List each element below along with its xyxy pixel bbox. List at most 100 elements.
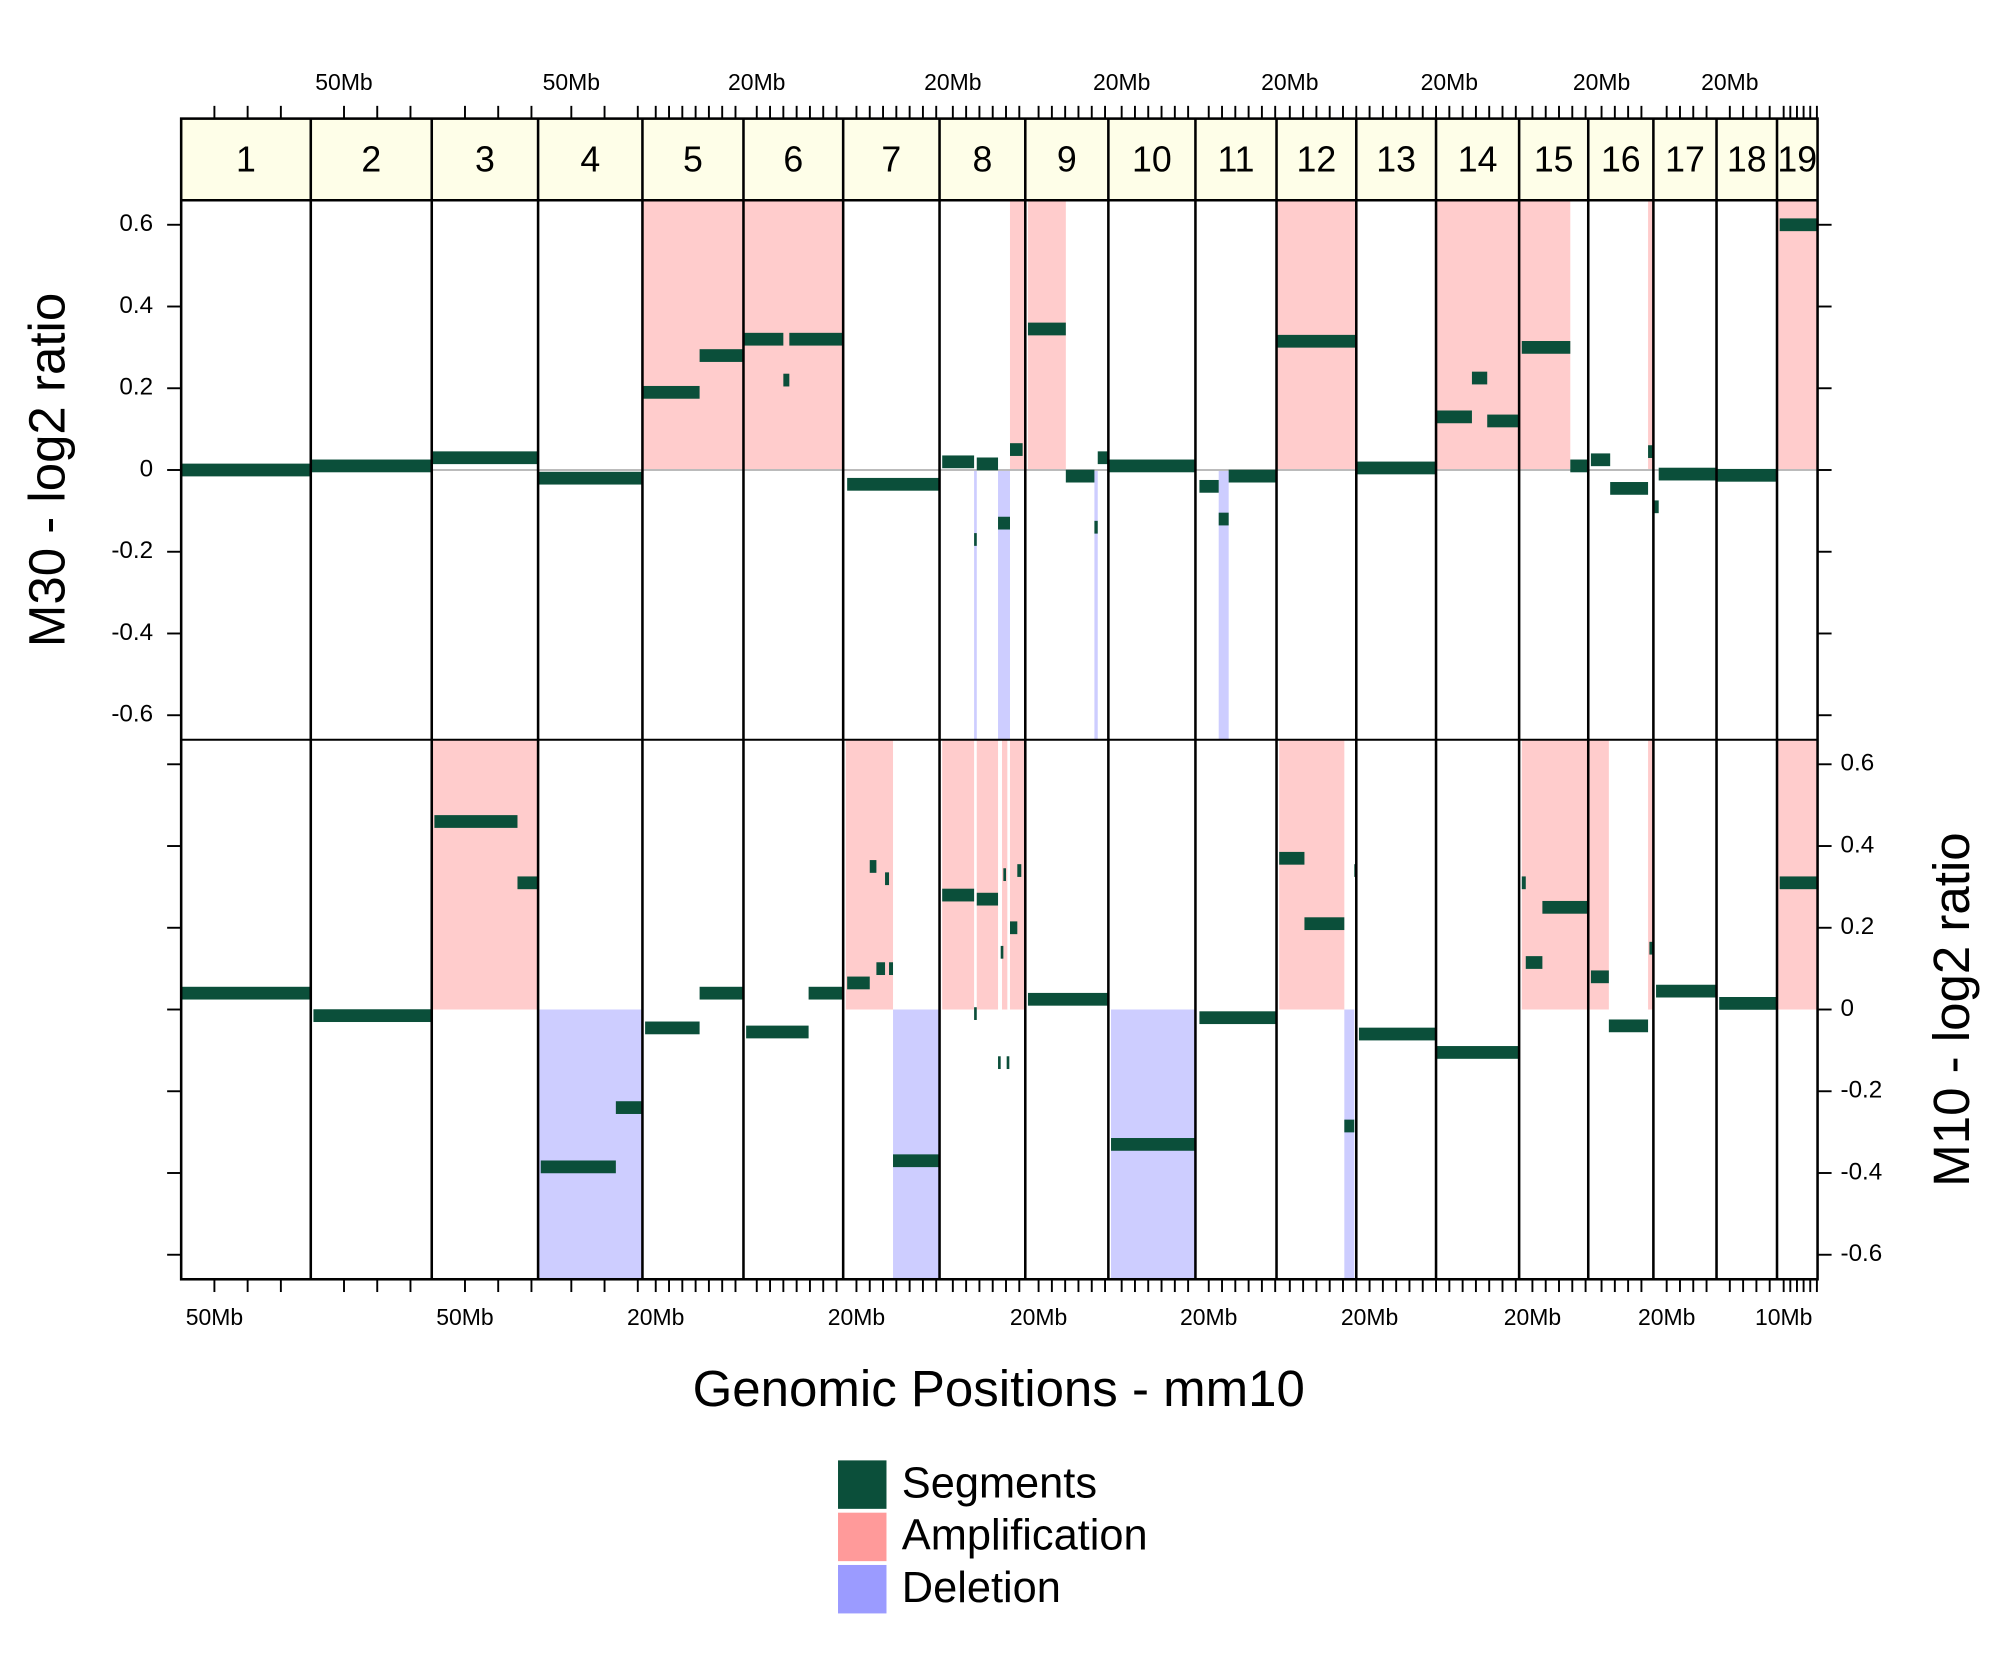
y-axis-label: M30 - log2 ratio xyxy=(19,293,76,647)
segment xyxy=(869,860,877,873)
amplification-region xyxy=(1777,739,1818,1010)
amplification-region xyxy=(1777,200,1818,470)
chromosome-label: 10 xyxy=(1132,139,1172,179)
legend-label: Segments xyxy=(902,1459,1097,1507)
segment xyxy=(1228,469,1277,483)
segment xyxy=(1006,1056,1010,1070)
amplification-region xyxy=(976,739,999,1010)
x-tick-label: 20Mb xyxy=(627,1304,684,1330)
segment xyxy=(1003,868,1007,882)
x-tick-label: 50Mb xyxy=(186,1304,243,1330)
segment xyxy=(1590,970,1609,984)
amplification-region xyxy=(642,200,744,470)
chromosome-label: 14 xyxy=(1458,139,1498,179)
segment xyxy=(1017,864,1022,877)
segment xyxy=(1199,1011,1277,1025)
legend-label: Amplification xyxy=(902,1512,1148,1560)
segment xyxy=(1009,443,1023,456)
segment xyxy=(310,459,432,473)
amplification-region xyxy=(1521,739,1589,1010)
segment xyxy=(517,876,539,890)
segment xyxy=(789,332,844,346)
segment xyxy=(1570,459,1589,473)
segment xyxy=(942,455,975,469)
deletion-region xyxy=(998,469,1010,740)
segment xyxy=(1521,876,1526,890)
segment xyxy=(699,349,744,362)
segment xyxy=(1304,917,1345,931)
segment xyxy=(847,976,870,990)
segment xyxy=(847,477,940,491)
segment xyxy=(1218,512,1229,526)
segment xyxy=(998,516,1010,530)
frame xyxy=(179,117,1819,1281)
segment xyxy=(1471,371,1488,385)
segment xyxy=(1279,851,1305,865)
segment xyxy=(181,986,311,1000)
segment xyxy=(699,986,744,1000)
segment xyxy=(976,892,999,906)
x-tick-label: 20Mb xyxy=(728,69,785,95)
segment xyxy=(1653,500,1659,514)
amplification-region xyxy=(1009,200,1026,470)
x-tick-label: 20Mb xyxy=(828,1304,885,1330)
segment xyxy=(645,1021,700,1035)
segment xyxy=(1656,984,1717,998)
segment xyxy=(1356,461,1437,475)
deletion-region xyxy=(538,1009,643,1280)
y-tick-label: -0.2 xyxy=(111,537,153,564)
y-tick-label: -0.4 xyxy=(111,619,153,646)
amplification-region xyxy=(942,739,975,1010)
deletion-region xyxy=(1344,1009,1355,1280)
segment xyxy=(1094,520,1098,534)
y-tick-label: -0.4 xyxy=(1841,1158,1883,1185)
deletion-region xyxy=(893,1009,940,1280)
segment xyxy=(1000,945,1004,959)
amplification-region xyxy=(1436,200,1520,470)
amplification-region xyxy=(1648,200,1654,470)
y-tick-label: 0.2 xyxy=(119,374,153,401)
segment xyxy=(1779,218,1818,232)
segment xyxy=(1111,1138,1196,1151)
segment xyxy=(181,463,311,477)
segment xyxy=(1716,468,1778,482)
segment xyxy=(1009,921,1018,935)
chromosome-label: 11 xyxy=(1217,139,1254,179)
y-tick-label: 0 xyxy=(140,455,153,482)
legend-swatch xyxy=(838,1512,887,1562)
segment xyxy=(1648,445,1654,458)
x-tick-label: 20Mb xyxy=(1180,1304,1237,1330)
deletion-region xyxy=(1218,469,1229,740)
segment xyxy=(434,815,518,828)
chromosome-label: 7 xyxy=(881,139,901,179)
x-tick-label: 50Mb xyxy=(315,69,372,95)
segment xyxy=(893,1154,940,1168)
deletion-region xyxy=(1094,469,1098,740)
y-tick-label: 0.2 xyxy=(1841,913,1875,940)
y-tick-label: -0.6 xyxy=(1841,1240,1883,1267)
segment xyxy=(998,1056,1001,1070)
segment xyxy=(942,888,975,902)
segment xyxy=(1525,956,1543,969)
legend-swatch xyxy=(838,1460,887,1509)
y-tick-label: 0.4 xyxy=(1841,831,1875,858)
amplification-region xyxy=(1519,200,1571,470)
segment xyxy=(808,986,844,1000)
x-tick-label: 50Mb xyxy=(436,1304,493,1330)
legend-swatch xyxy=(838,1564,887,1614)
segment xyxy=(1610,482,1649,495)
segment xyxy=(1027,322,1066,336)
segment xyxy=(783,373,790,387)
x-tick-label: 10Mb xyxy=(1755,1304,1812,1330)
segment xyxy=(1065,469,1095,483)
amplification-region xyxy=(1279,739,1345,1010)
x-tick-label: 20Mb xyxy=(1504,1304,1561,1330)
segment xyxy=(885,872,890,886)
segment xyxy=(540,1160,616,1174)
segment xyxy=(431,451,539,465)
segment xyxy=(1027,992,1109,1006)
chromosome-label: 9 xyxy=(1057,139,1077,179)
segment xyxy=(615,1101,643,1114)
chromosome-label: 17 xyxy=(1665,139,1705,179)
